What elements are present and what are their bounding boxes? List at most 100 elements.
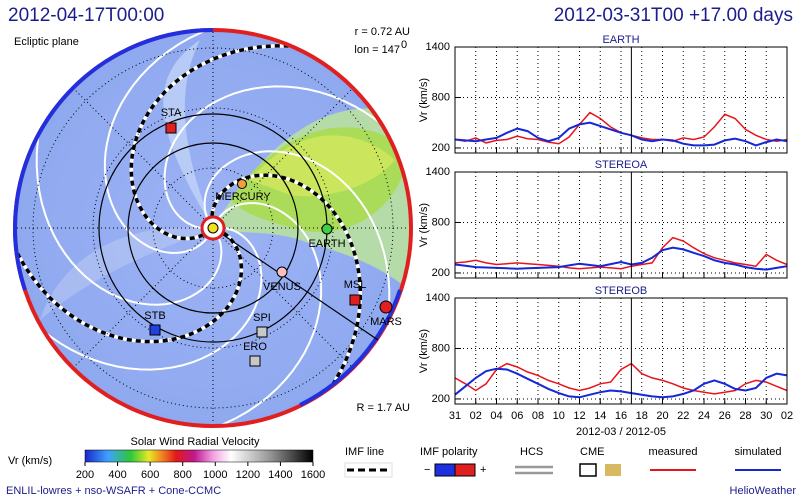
lon-sup: 0	[401, 39, 407, 51]
spiral	[95, 202, 323, 425]
y-tick-label: 800	[432, 91, 450, 103]
y-axis-label: Vr (km/s)	[418, 203, 430, 247]
colorbar-title: Solar Wind Radial Velocity	[130, 436, 260, 448]
colorbar-tick-label: 800	[174, 469, 192, 481]
x-tick-label: 22	[677, 410, 689, 422]
ray	[212, 227, 379, 341]
body-marker	[165, 122, 177, 134]
colorbar-tick-label: 1400	[268, 469, 292, 481]
legend-label: simulated	[734, 446, 781, 458]
y-tick-label: 1400	[426, 292, 450, 304]
x-tick-label: 14	[594, 410, 606, 422]
x-tick-label: 02	[470, 410, 482, 422]
series-line	[454, 362, 788, 395]
imf-line	[16, 128, 244, 344]
x-axis-label: 2012-03 / 2012-05	[576, 426, 666, 438]
polarity-ring-neg	[299, 289, 402, 407]
legend-pos	[454, 463, 476, 477]
footer-left: ENLIL-lowres + nso-WSAFR + Cone-CCMC	[6, 485, 221, 497]
legend-cme	[579, 463, 597, 477]
legend-neg	[434, 463, 456, 477]
timestamp: 2012-04-17T00:00	[8, 5, 164, 26]
spiral	[103, 31, 331, 254]
body-label: STA	[161, 107, 182, 119]
colorbar-tick-label: 1000	[203, 469, 227, 481]
body-marker	[349, 294, 361, 306]
x-tick-label: 12	[573, 410, 585, 422]
y-tick-label: 800	[432, 342, 450, 354]
y-tick-label: 1400	[426, 166, 450, 178]
x-tick-label: 24	[698, 410, 710, 422]
panel-frame	[454, 171, 788, 279]
x-tick-label: 28	[739, 410, 751, 422]
legend-label: +	[480, 464, 486, 476]
colorbar-tick-label: 400	[108, 469, 126, 481]
plane-label: Ecliptic plane	[14, 36, 79, 48]
x-tick-label: 10	[553, 410, 565, 422]
colorbar	[84, 449, 314, 463]
sun-core	[207, 222, 219, 234]
x-tick-label: 08	[532, 410, 544, 422]
body-label: SPI	[253, 312, 271, 324]
scale-label: R = 1.7 AU	[356, 402, 410, 414]
panel-frame	[454, 46, 788, 154]
legend-cme	[605, 464, 621, 476]
series-line	[454, 236, 788, 270]
x-tick-label: 02	[781, 410, 793, 422]
panel-title: STEREOA	[595, 159, 648, 171]
y-axis-label: Vr (km/s)	[418, 78, 430, 122]
x-tick-label: 18	[636, 410, 648, 422]
x-tick-label: 06	[511, 410, 523, 422]
chart-title: 2012-03-31T00 +17.00 days	[554, 5, 793, 26]
x-tick-label: 20	[656, 410, 668, 422]
panel-title: STEREOB	[595, 285, 648, 297]
x-tick-label: 26	[719, 410, 731, 422]
body-marker	[256, 326, 268, 338]
y-tick-label: 800	[432, 216, 450, 228]
colorbar-tick-label: 200	[76, 469, 94, 481]
legend-label: HCS	[520, 446, 543, 458]
body-label: STB	[144, 310, 165, 322]
colorbar-tick-label: 600	[141, 469, 159, 481]
colorbar-tick-label: 1600	[301, 469, 325, 481]
lon-label: lon = 147	[354, 44, 400, 56]
y-tick-label: 200	[432, 393, 450, 405]
r-label: r = 0.72 AU	[355, 26, 410, 38]
body-label: MSL	[344, 279, 367, 291]
timeseries: EARTH Vr (km/s) 200 800 1400 STEREOA Vr (km/s)…	[418, 34, 793, 438]
y-tick-label: 200	[432, 142, 450, 154]
x-tick-label: 16	[615, 410, 627, 422]
legend: Solar Wind Radial Velocity Vr (km/s) 200…	[6, 436, 796, 497]
y-tick-label: 1400	[426, 41, 450, 53]
colorbar-label: Vr (km/s)	[8, 455, 52, 467]
body-marker	[149, 324, 161, 336]
orbit	[127, 142, 299, 314]
legend-label: measured	[649, 446, 698, 458]
series-line	[454, 246, 788, 271]
legend-label: −	[424, 464, 430, 476]
polar-plot: STA MERCURY EARTH VENUS MSL MARS STB SPI ERO Ecl…	[13, 26, 413, 428]
body-label: ERO	[243, 341, 267, 353]
x-tick-label: 31	[449, 410, 461, 422]
body-marker	[321, 223, 333, 235]
colorbar-tick-label: 1200	[236, 469, 260, 481]
body-label: MERCURY	[215, 191, 271, 203]
body-marker	[237, 179, 247, 189]
polarity-ring-neg	[13, 28, 214, 291]
footer-right: HelioWeather	[730, 485, 797, 497]
legend-label: IMF polarity	[420, 446, 478, 458]
body-marker	[276, 266, 288, 278]
x-tick-label: 30	[760, 410, 772, 422]
body-label: EARTH	[308, 238, 345, 250]
body-marker	[249, 355, 261, 367]
x-tick-label: 04	[490, 410, 502, 422]
legend-box	[344, 462, 393, 478]
body-marker	[379, 300, 393, 314]
legend-label: CME	[580, 446, 604, 458]
series-line	[454, 367, 788, 399]
panel-frame	[454, 297, 788, 405]
legend-label: IMF line	[345, 446, 384, 458]
series-line	[454, 121, 788, 147]
body-label: VENUS	[263, 281, 301, 293]
